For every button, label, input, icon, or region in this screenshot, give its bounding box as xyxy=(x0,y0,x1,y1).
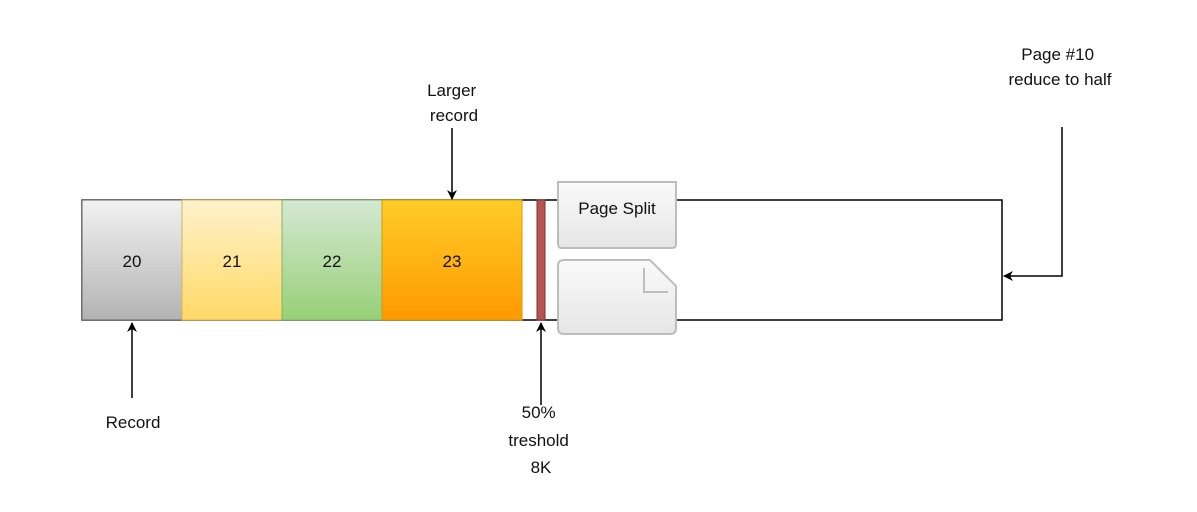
page-split-label: Page Split xyxy=(578,199,656,218)
record-22-label: 22 xyxy=(323,252,342,271)
threshold-bar xyxy=(536,199,546,321)
page-split-icon: Page Split xyxy=(557,181,677,249)
larger-record-label: Larger record xyxy=(427,81,481,125)
document-icon xyxy=(557,259,677,335)
record-23-label: 23 xyxy=(443,252,462,271)
record-label: Record xyxy=(106,413,161,432)
record-23-cell: 23 xyxy=(381,199,523,321)
record-21-label: 21 xyxy=(223,252,242,271)
page-number-arrow xyxy=(1003,127,1063,281)
record-21-cell: 21 xyxy=(181,199,283,321)
record-20-label: 20 xyxy=(123,252,142,271)
page-number-label: Page #10 reduce to half xyxy=(1008,45,1111,89)
record-20-cell: 20 xyxy=(81,199,183,321)
record-22-cell: 22 xyxy=(281,199,383,321)
threshold-label: 50% treshold 8K xyxy=(508,403,573,477)
